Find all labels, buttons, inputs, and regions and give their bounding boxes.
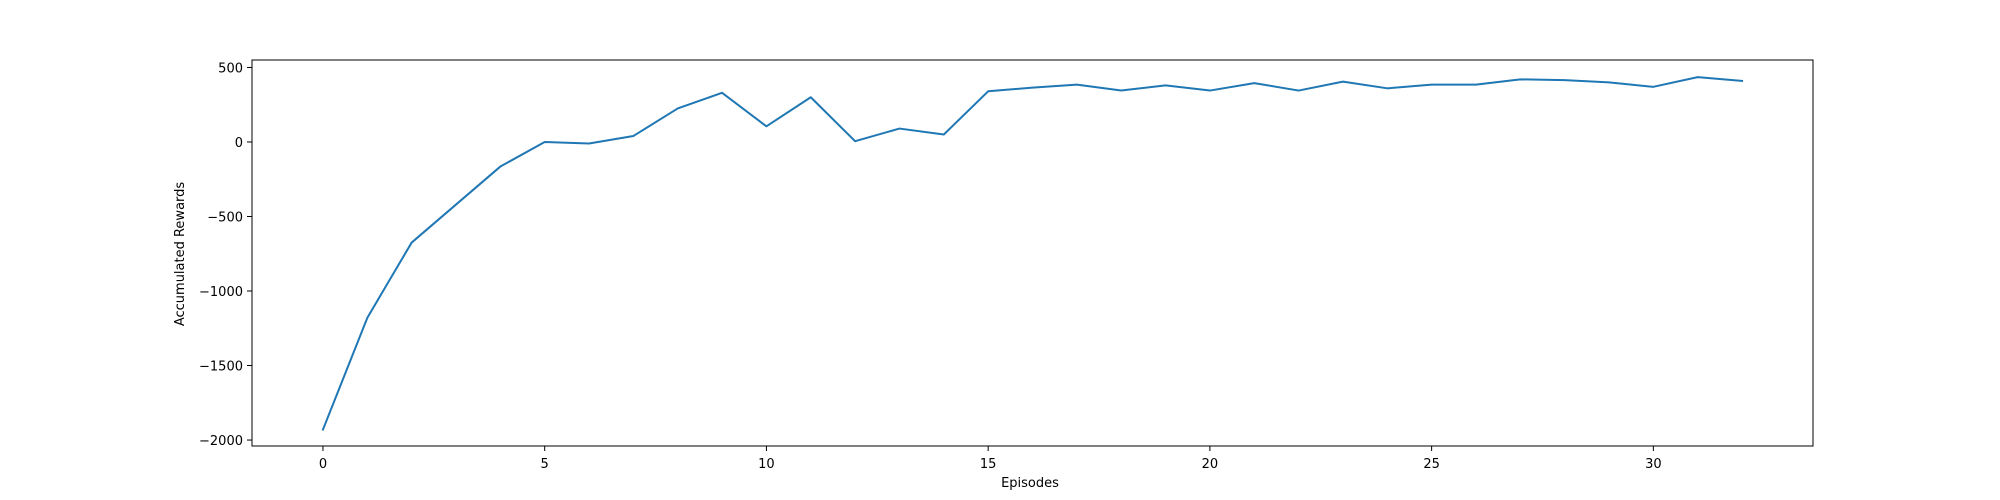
x-tick-label: 10 — [758, 457, 775, 472]
x-tick-label: 25 — [1423, 457, 1440, 472]
x-tick-label: 0 — [319, 457, 327, 472]
y-tick-label: −1000 — [199, 285, 243, 300]
y-tick-label: −1500 — [199, 360, 243, 375]
x-tick-label: 5 — [541, 457, 549, 472]
x-axis-label: Episodes — [1001, 476, 1059, 491]
x-tick-label: 15 — [980, 457, 997, 472]
axes-frame — [251, 59, 1814, 447]
y-tick-label: 0 — [235, 136, 243, 151]
y-axis-ticks: 500 0 −500 −1000 −1500 −2000 — [199, 61, 252, 449]
y-tick-label: 500 — [218, 61, 243, 76]
x-axis-ticks: 0 5 10 15 20 25 30 — [319, 446, 1662, 472]
series-layer — [321, 76, 1744, 431]
plot-area — [251, 59, 1814, 447]
series-line — [321, 76, 1744, 431]
y-axis-label: Accumulated Rewards — [173, 182, 188, 327]
x-tick-label: 30 — [1645, 457, 1662, 472]
y-tick-label: −2000 — [199, 434, 243, 449]
x-tick-label: 20 — [1202, 457, 1219, 472]
y-tick-label: −500 — [207, 210, 243, 225]
